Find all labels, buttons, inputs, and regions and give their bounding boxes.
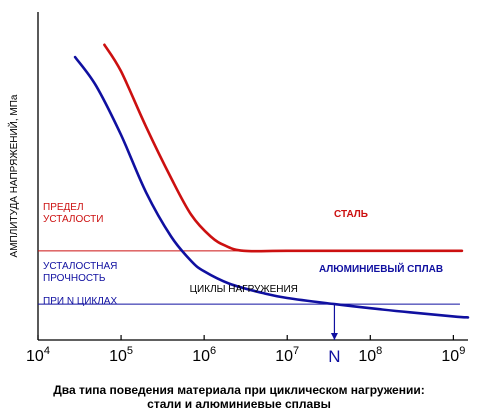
x-tick-label-9: 109 — [441, 345, 465, 365]
x-tick-label-4: 104 — [26, 345, 50, 365]
annotation-4: ПРОЧНОСТЬ — [43, 273, 106, 284]
x-tick-label-8: 108 — [358, 345, 382, 365]
n-marker-label: N — [328, 347, 340, 366]
series-label-2: АЛЮМИНИЕВЫЙ СПЛАВ — [319, 262, 443, 275]
x-axis-label: ЦИКЛЫ НАГРУЖЕНИЯ — [190, 284, 298, 295]
n-marker-arrow — [330, 333, 338, 340]
y-axis-label: АМПЛИТУДА НАПРЯЖЕНИЙ, МПа — [7, 94, 20, 257]
annotation-5: ПРИ N ЦИКЛАХ — [43, 296, 117, 307]
x-ticks: 104 105 106 107 108 109 N — [26, 335, 465, 366]
x-tick-label-5: 105 — [109, 345, 133, 365]
caption-line-1: Два типа поведения материала при цикличе… — [53, 383, 425, 397]
annotation-1: ПРЕДЕЛ — [43, 202, 84, 213]
series-label-1: СТАЛЬ — [334, 209, 368, 220]
series-curves — [73, 43, 470, 319]
caption-line-2: стали и алюминиевые сплавы — [147, 397, 331, 411]
annotation-3: УСТАЛОСТНАЯ — [43, 261, 117, 272]
series-line-1 — [103, 43, 464, 253]
annotation-2: УСТАЛОСТИ — [43, 214, 103, 225]
series-line-2 — [73, 55, 470, 319]
chart-labels: ЦИКЛЫ НАГРУЖЕНИЯ АМПЛИТУДА НАПРЯЖЕНИЙ, МП… — [7, 94, 443, 307]
x-tick-label-7: 107 — [275, 345, 299, 365]
x-tick-label-6: 106 — [192, 345, 216, 365]
axes — [37, 12, 468, 341]
